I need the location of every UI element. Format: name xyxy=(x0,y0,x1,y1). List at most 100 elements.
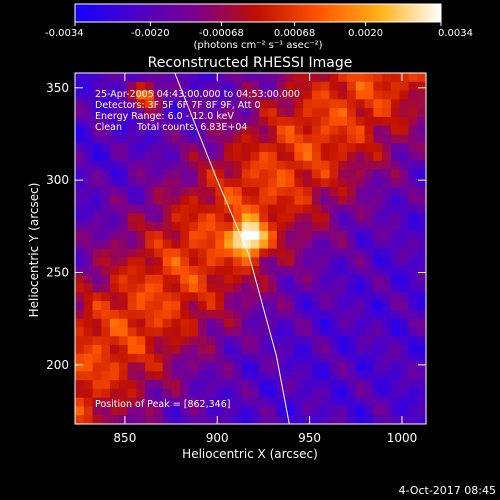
heatmap-cell xyxy=(224,336,234,346)
heatmap-cell xyxy=(355,143,365,153)
heatmap-cell xyxy=(320,230,330,241)
heatmap-cell xyxy=(382,380,392,390)
heatmap-cell xyxy=(92,406,102,416)
heatmap-cell xyxy=(320,327,330,337)
heatmap-cell xyxy=(92,353,102,363)
heatmap-cell xyxy=(127,222,137,232)
heatmap-cell xyxy=(189,292,199,302)
heatmap-cell xyxy=(399,90,409,100)
heatmap-cell xyxy=(232,239,243,249)
heatmap-cell xyxy=(145,178,155,188)
heatmap-cell xyxy=(153,169,164,179)
heatmap-cell xyxy=(180,380,190,390)
heatmap-cell xyxy=(171,406,181,416)
heatmap-cell xyxy=(408,169,418,179)
heatmap-cell xyxy=(276,187,286,197)
x-tick-label: 950 xyxy=(298,431,321,445)
heatmap-cell xyxy=(110,283,120,293)
heatmap-cell xyxy=(171,345,181,355)
heatmap-cell xyxy=(180,266,190,276)
heatmap-cell xyxy=(224,318,234,328)
heatmap-cell xyxy=(171,257,181,267)
heatmap-cell xyxy=(162,169,172,179)
heatmap-cell xyxy=(417,125,426,135)
heatmap-cell xyxy=(171,283,181,293)
heatmap-cell xyxy=(162,266,172,276)
heatmap-cell xyxy=(303,266,313,276)
heatmap-cell xyxy=(250,116,260,127)
heatmap-cell xyxy=(268,99,278,109)
heatmap-cell xyxy=(136,108,146,118)
heatmap-cell xyxy=(83,125,93,135)
heatmap-cell xyxy=(92,318,102,328)
heatmap-cell xyxy=(83,283,93,293)
heatmap-cell xyxy=(241,151,251,162)
heatmap-cell xyxy=(101,178,111,188)
heatmap-cell xyxy=(83,151,93,162)
heatmap-cell xyxy=(215,388,225,399)
heatmap-cell xyxy=(250,108,260,118)
heatmap-cell xyxy=(320,318,330,328)
heatmap-cell xyxy=(276,90,286,100)
heatmap-cell xyxy=(92,345,102,355)
heatmap-cell xyxy=(311,222,322,232)
heatmap-cell xyxy=(311,309,322,320)
heatmap-cell xyxy=(118,371,129,381)
heatmap-cell xyxy=(162,143,172,153)
heatmap-cell xyxy=(224,362,234,372)
heatmap-cell xyxy=(373,353,383,363)
heatmap-cell xyxy=(408,362,418,372)
heatmap-cell xyxy=(329,108,339,118)
heatmap-cell xyxy=(294,222,304,232)
heatmap-cell xyxy=(268,222,278,232)
heatmap-cell xyxy=(338,90,348,100)
heatmap-cell xyxy=(338,108,348,118)
heatmap-cell xyxy=(153,327,164,337)
heatmap-cell xyxy=(285,160,295,170)
heatmap-cell xyxy=(250,397,260,407)
heatmap-cell xyxy=(259,81,269,91)
heatmap-cell xyxy=(390,301,401,311)
heatmap-cell xyxy=(83,415,93,424)
heatmap-cell xyxy=(189,143,199,153)
solar-limb-curve xyxy=(174,73,290,424)
heatmap-cell xyxy=(215,81,225,91)
heatmap-cell xyxy=(206,151,216,162)
heatmap-cell xyxy=(355,292,365,302)
heatmap-cell xyxy=(320,283,330,293)
heatmap-cell xyxy=(92,99,102,109)
heatmap-cell xyxy=(320,292,330,302)
heatmap-cell xyxy=(276,309,286,320)
heatmap-cell xyxy=(399,125,409,135)
heatmap-cell xyxy=(197,415,208,424)
heatmap-cell xyxy=(355,380,365,390)
heatmap-cell xyxy=(127,362,137,372)
heatmap-cell xyxy=(162,301,172,311)
heatmap-cell xyxy=(285,327,295,337)
colorbar-tick-label: -0.0034 xyxy=(45,28,84,39)
heatmap-cell xyxy=(145,327,155,337)
heatmap-cell xyxy=(347,248,357,258)
heatmap-cell xyxy=(197,283,208,293)
heatmap-cell xyxy=(347,327,357,337)
heatmap-cell xyxy=(83,169,93,179)
heatmap-cell xyxy=(355,116,365,127)
heatmap-cell xyxy=(162,388,172,399)
heatmap-cell xyxy=(303,187,313,197)
heatmap-cell xyxy=(259,222,269,232)
heatmap-cell xyxy=(241,327,251,337)
heatmap-cell xyxy=(189,125,199,135)
heatmap-cell xyxy=(215,178,225,188)
heatmap-cell xyxy=(145,336,155,346)
heatmap-cell xyxy=(285,90,295,100)
heatmap-cell xyxy=(232,151,243,162)
heatmap-cell xyxy=(294,336,304,346)
heatmap-cell xyxy=(320,222,330,232)
heatmap-cell xyxy=(92,371,102,381)
heatmap-cell xyxy=(162,345,172,355)
heatmap-cell xyxy=(224,248,234,258)
heatmap-cell xyxy=(268,301,278,311)
heatmap-cell xyxy=(215,143,225,153)
heatmap-cell xyxy=(162,415,172,424)
heatmap-cell xyxy=(382,353,392,363)
